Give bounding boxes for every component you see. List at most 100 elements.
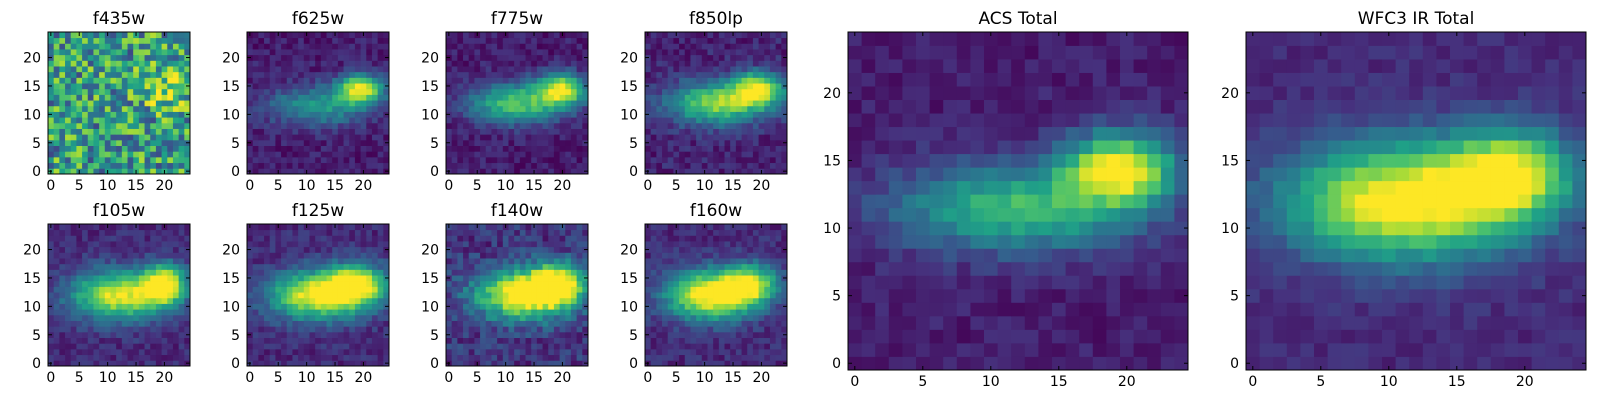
pixel-cell — [662, 292, 669, 299]
pixel-cell — [457, 331, 464, 338]
pixel-cell — [292, 292, 299, 299]
pixel-cell — [457, 241, 464, 248]
pixel-cell — [104, 37, 111, 44]
pixel-cell — [332, 348, 339, 356]
pixel-cell — [531, 43, 538, 50]
pixel-cell — [337, 162, 344, 169]
pixel-cell — [730, 303, 737, 310]
pixel-cell — [673, 320, 680, 327]
pixel-cell — [662, 326, 669, 333]
pixel-cell — [701, 348, 708, 356]
pixel-cell — [127, 111, 134, 118]
pixel-cell — [764, 348, 771, 356]
pixel-cell — [696, 94, 703, 101]
pixel-cell — [76, 134, 83, 141]
pixel-cell — [332, 286, 339, 293]
pixel-cell — [70, 275, 77, 282]
pixel-cell — [326, 331, 333, 338]
pixel-cell — [775, 286, 782, 293]
pixel-cell — [59, 156, 66, 164]
pixel-cell — [269, 43, 276, 50]
pixel-cell — [349, 280, 356, 287]
pixel-cell — [679, 343, 686, 350]
pixel-cell — [451, 343, 458, 350]
pixel-cell — [764, 292, 771, 299]
pixel-cell — [696, 309, 703, 316]
pixel-cell — [741, 151, 748, 158]
pixel-cell — [690, 145, 697, 152]
pixel-cell — [764, 128, 771, 135]
pixel-cell — [292, 139, 299, 146]
pixel-cell — [519, 37, 526, 44]
pixel-cell — [713, 320, 720, 327]
pixel-cell — [497, 134, 504, 141]
pixel-cell — [315, 297, 322, 304]
panel-title: f435w — [93, 9, 145, 29]
pixel-cell — [536, 320, 543, 327]
pixel-cell — [514, 168, 521, 175]
pixel-cell — [93, 229, 100, 236]
pixel-cell — [553, 286, 560, 293]
pixel-cell — [531, 337, 538, 344]
pixel-cell — [138, 100, 145, 107]
pixel-cell — [144, 139, 151, 146]
pixel-cell — [275, 280, 282, 287]
pixel-cell — [485, 156, 492, 164]
pixel-cell — [645, 49, 652, 56]
pixel-cell — [155, 258, 162, 265]
pixel-cell — [144, 252, 151, 259]
pixel-cell — [542, 77, 549, 84]
pixel-cell — [542, 309, 549, 316]
pixel-cell — [764, 117, 771, 124]
pixel-cell — [502, 241, 509, 248]
pixel-cell — [474, 117, 481, 124]
pixel-cell — [172, 151, 180, 158]
pixel-cell — [576, 280, 583, 287]
pixel-cell — [582, 280, 589, 287]
pixel-cell — [696, 292, 703, 299]
pixel-cell — [70, 314, 77, 321]
pixel-cell — [48, 258, 55, 265]
pixel-cell — [167, 343, 174, 350]
pixel-cell — [707, 292, 714, 299]
pixel-cell — [76, 94, 83, 101]
pixel-cell — [548, 139, 555, 146]
pixel-cell — [463, 60, 470, 67]
pixel-cell — [514, 252, 521, 259]
pixel-cell — [70, 145, 77, 152]
pixel-cell — [735, 326, 742, 333]
pixel-cell — [258, 326, 265, 333]
pixel-cell — [741, 77, 748, 84]
pixel-cell — [451, 246, 458, 253]
heatmap-cells — [247, 224, 390, 367]
pixel-cell — [576, 83, 583, 90]
pixel-cell — [525, 314, 532, 321]
pixel-cell — [275, 258, 282, 265]
pixel-cell — [121, 134, 128, 141]
pixel-cell — [59, 224, 66, 231]
pixel-cell — [269, 360, 276, 367]
pixel-cell — [497, 139, 504, 146]
pixel-cell — [662, 83, 669, 90]
pixel-cell — [718, 111, 725, 118]
pixel-cell — [349, 151, 356, 158]
pixel-cell — [144, 229, 151, 236]
pixel-cell — [247, 252, 254, 259]
pixel-cell — [48, 314, 55, 321]
pixel-cell — [514, 309, 521, 316]
pixel-cell — [349, 168, 356, 175]
pixel-cell — [326, 337, 333, 344]
pixel-cell — [775, 54, 782, 61]
pixel-cell — [713, 292, 720, 299]
pixel-cell — [730, 100, 737, 107]
pixel-cell — [247, 343, 254, 350]
pixel-cell — [718, 292, 725, 299]
pixel-cell — [167, 88, 174, 95]
pixel-cell — [121, 292, 128, 299]
pixel-cell — [286, 77, 293, 84]
pixel-cell — [144, 43, 151, 50]
pixel-cell — [292, 252, 299, 259]
pixel-cell — [65, 134, 72, 141]
pixel-cell — [747, 151, 754, 158]
pixel-cell — [286, 156, 293, 164]
